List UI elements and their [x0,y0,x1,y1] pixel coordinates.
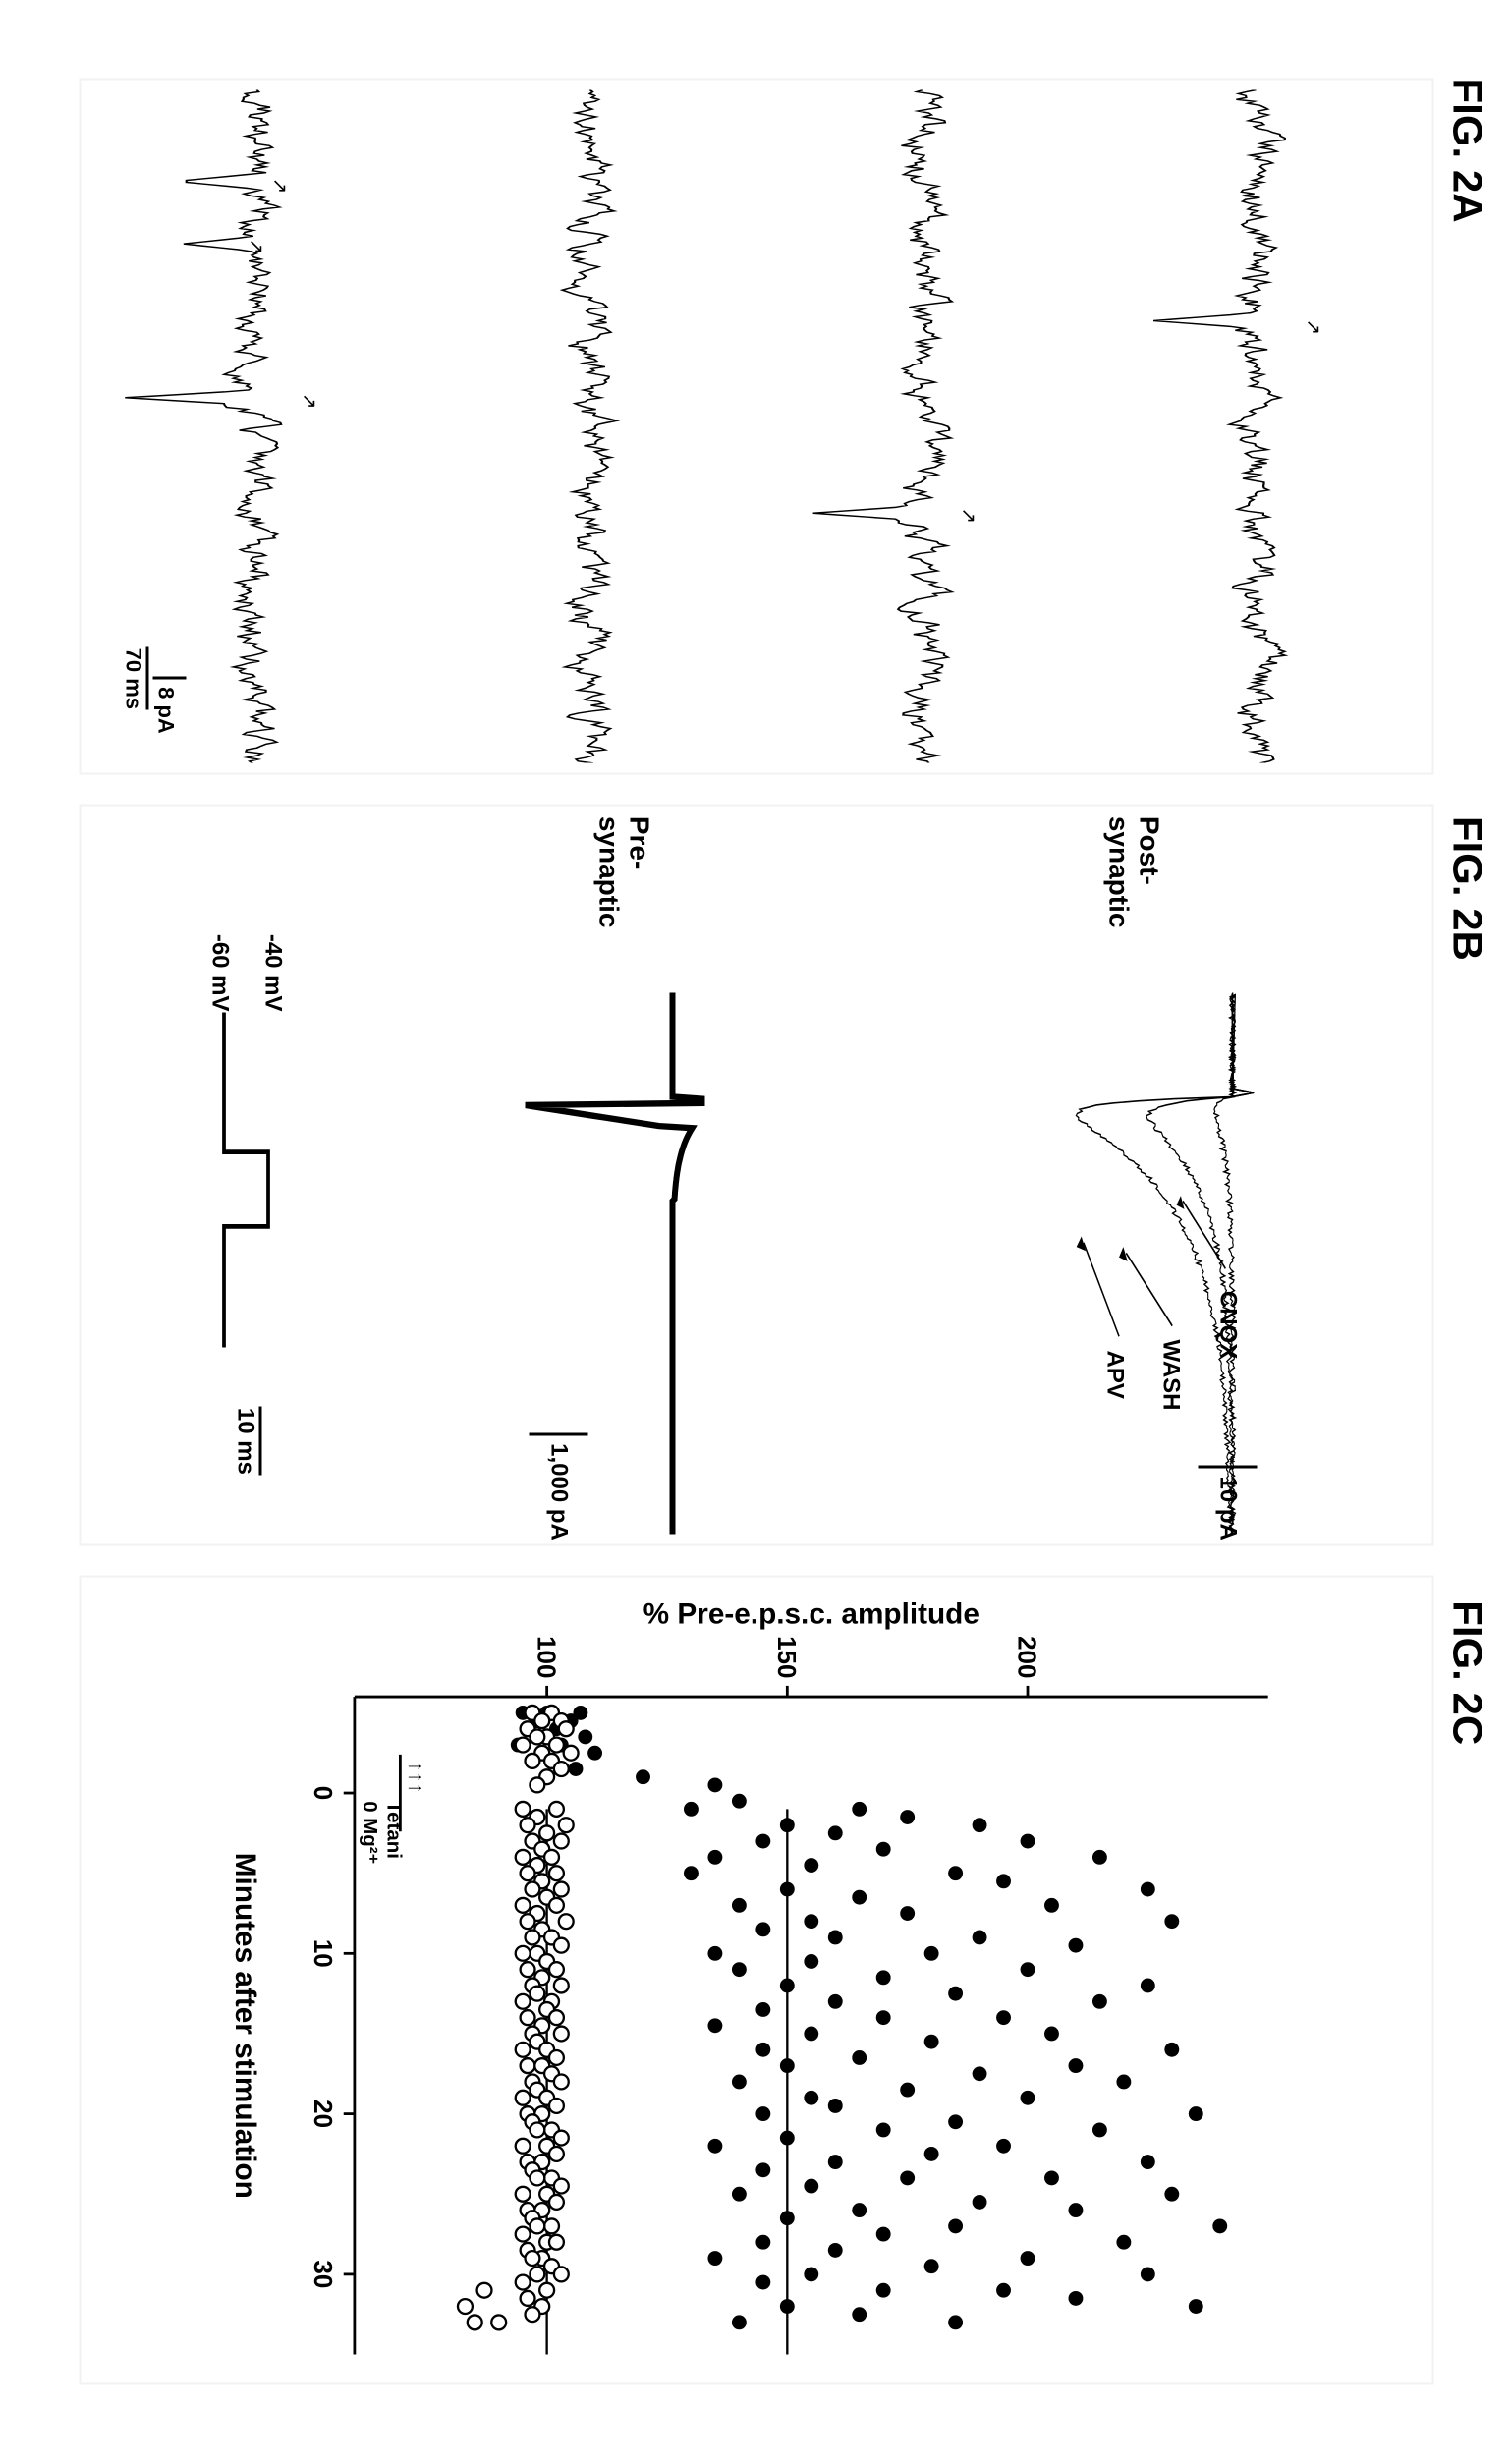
panel-B: Post- synaptic [80,805,1434,1546]
svg-text:100: 100 [531,1636,561,1678]
svg-text:150: 150 [772,1636,802,1678]
postsynaptic-trace: 10 pA CNQX WASH APV [1006,993,1261,1535]
panel-A: ↗ ↗ ↗ ↗ ↗ [80,79,1434,775]
svg-text:0 Mg²⁺: 0 Mg²⁺ [359,1802,381,1865]
event-arrow-icon: ↗ [1302,319,1326,336]
panel-A-trace-2: ↗ [776,90,1069,763]
scale-top-label: 10 pA [1214,1477,1242,1540]
svg-text:% Pre-e.p.s.c. amplitude: % Pre-e.p.s.c. amplitude [643,1598,979,1631]
voltage-low-label: -60 mV [206,934,234,1012]
scale-x-label: 70 ms [121,648,146,709]
panel-A-trace-3 [444,90,737,763]
panel-A-trace-1: ↗ [1109,90,1402,763]
voltage-high-label: -40 mV [259,934,287,1012]
apv-label: APV [1101,1351,1129,1399]
event-arrow-icon: ↗ [297,393,321,410]
svg-text:20: 20 [308,2100,338,2129]
event-arrow-icon: ↗ [268,178,293,195]
svg-text:↑↑↑: ↑↑↑ [405,1762,429,1794]
svg-text:30: 30 [308,2261,338,2289]
svg-text:10: 10 [308,1939,338,1968]
fig-label-B: FIG. 2B [1444,816,1491,1600]
wash-label: WASH [1157,1339,1185,1410]
scale-y-label: 8 pA [153,687,179,734]
fig-label-C: FIG. 2C [1444,1600,1491,2384]
panel-A-trace-4: ↗ ↗ ↗ 8 pA 70 ms [111,90,404,763]
scale-bottom-label: 1,000 pA [545,1443,573,1540]
fig-label-A: FIG. 2A [1444,79,1491,816]
event-arrow-icon: ↗ [957,507,981,524]
svg-text:0: 0 [308,1786,338,1800]
scale-time-label: 10 ms [231,1408,258,1475]
panel-B-time-scalebar: 10 ms [231,1407,261,1476]
scatter-chart: 100 150 200 0 10 20 30 ↑↑↑Tetani0 Mg²⁺ Minutes a… [91,1588,1423,2374]
voltage-step: -40 mV -60 mV [202,1013,291,1348]
svg-text:Minutes after stimulation: Minutes after stimulation [229,1853,261,2199]
svg-text:Tetani: Tetani [382,1802,405,1860]
figure-titles-row: FIG. 2A FIG. 2B FIG. 2C [1434,39,1510,2425]
panel-C: 100 150 200 0 10 20 30 ↑↑↑Tetani0 Mg²⁺ Minutes a… [80,1576,1434,2385]
svg-text:200: 200 [1013,1636,1042,1678]
cnqx-label: CNQX [1213,1291,1241,1359]
postsynaptic-label: Post- synaptic [1103,816,1164,993]
panel-A-scalebar: 8 pA 70 ms [121,647,187,734]
event-arrow-icon: ↗ [245,238,269,254]
presynaptic-label: Pre- synaptic [593,816,654,993]
presynaptic-trace: 1,000 pA [526,993,722,1535]
